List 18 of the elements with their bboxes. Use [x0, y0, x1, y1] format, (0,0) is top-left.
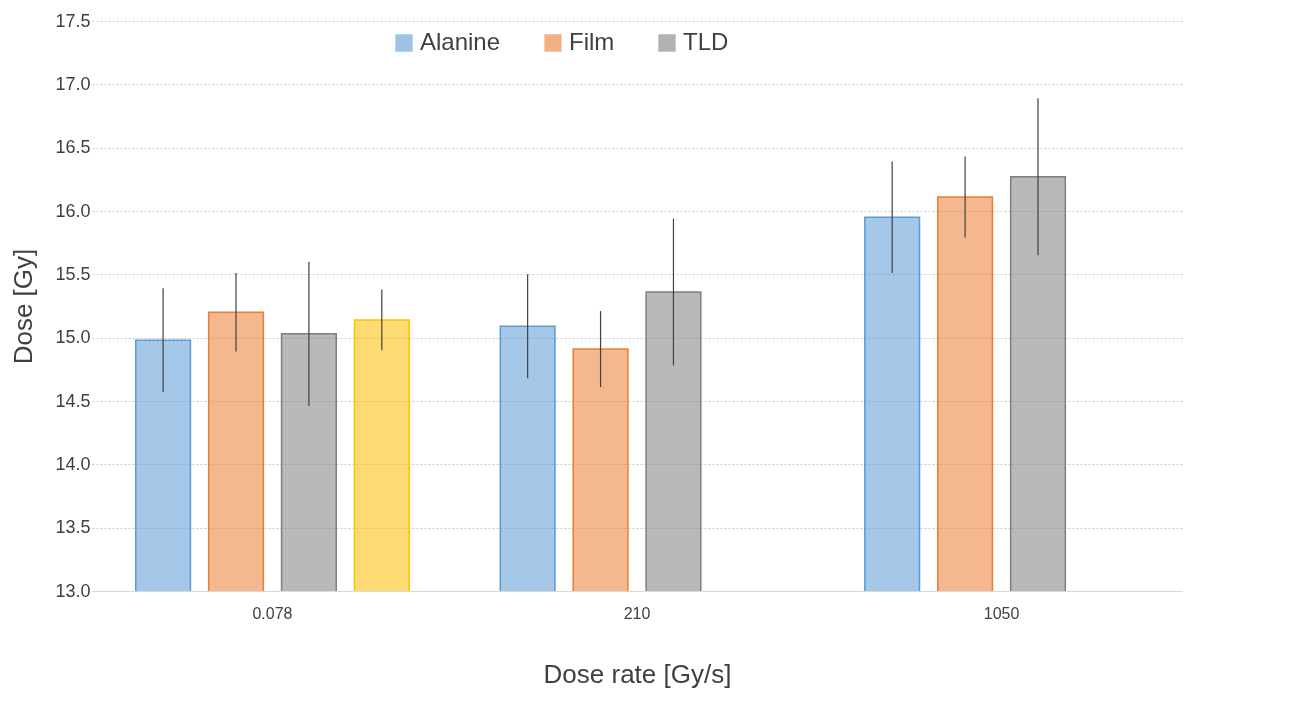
y-tick-label: 14.0: [55, 453, 91, 474]
y-axis-title: Dose [Gy]: [8, 248, 39, 365]
legend-label: Film: [569, 28, 615, 55]
y-tick-label: 14.5: [55, 390, 91, 411]
x-tick-label: 0.078: [252, 604, 293, 622]
y-tick-label: 16.5: [55, 137, 91, 158]
y-tick-label: 15.5: [55, 263, 91, 284]
x-tick-label: 210: [623, 604, 651, 622]
y-tick-label: 17.0: [55, 73, 91, 94]
x-axis-title: Dose rate [Gy/s]: [543, 658, 732, 689]
y-tick-label: 15.0: [55, 327, 91, 348]
legend-label: Alanine: [420, 28, 501, 55]
legend-label: TLD: [683, 28, 729, 55]
y-tick-label: 17.5: [55, 10, 91, 31]
y-tick-label: 16.0: [55, 200, 91, 221]
y-tick-label: 13.5: [55, 517, 91, 538]
y-tick-label: 13.0: [55, 580, 91, 601]
x-tick-label: 1050: [983, 604, 1020, 622]
